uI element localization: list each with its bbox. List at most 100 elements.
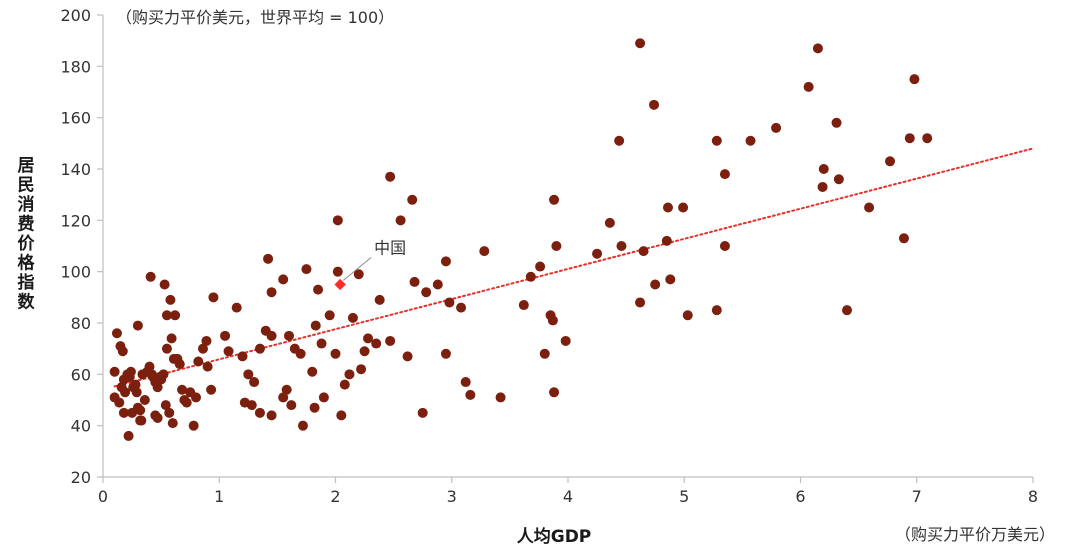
data-point [193, 356, 204, 367]
data-point [123, 430, 134, 441]
china-leader-line [342, 257, 372, 281]
data-point [440, 256, 451, 267]
y-tick-label: 120 [60, 211, 91, 230]
data-point [316, 338, 327, 349]
data-point [191, 392, 201, 403]
data-point [711, 135, 722, 146]
data-point [243, 369, 254, 380]
data-point [313, 284, 324, 295]
x-tick-label: 6 [795, 487, 805, 506]
y-tick-label: 100 [60, 263, 91, 282]
data-point [231, 302, 242, 313]
data-point [158, 369, 169, 380]
data-point [120, 387, 131, 398]
highlight-china: 中国 [334, 239, 406, 291]
data-point [161, 343, 172, 354]
x-tick-label: 3 [447, 487, 457, 506]
data-point [444, 297, 455, 308]
data-point [170, 310, 181, 321]
data-point [208, 292, 219, 303]
x-unit-note: （购买力平价万美元） [895, 525, 1055, 544]
data-point [347, 312, 358, 323]
data-point [662, 202, 673, 213]
data-point [223, 346, 234, 357]
data-point [266, 410, 277, 421]
data-point [339, 379, 350, 390]
data-point [465, 389, 476, 400]
data-point [417, 407, 428, 418]
data-point [650, 279, 661, 290]
data-point [842, 305, 852, 316]
data-point [278, 392, 289, 403]
data-point [135, 415, 146, 426]
y-tick-label: 80 [71, 314, 91, 333]
data-point [661, 235, 672, 246]
data-point [301, 264, 312, 275]
data-point [898, 233, 909, 244]
data-point [719, 241, 730, 251]
data-point [118, 407, 129, 418]
y-tick-label: 160 [60, 109, 91, 128]
data-point [359, 346, 370, 357]
data-point [167, 418, 178, 429]
data-point [460, 377, 471, 388]
data-point [385, 335, 396, 346]
data-point [220, 330, 231, 341]
data-point [206, 384, 217, 395]
data-point [144, 361, 155, 372]
y-tick-label: 180 [60, 57, 91, 76]
data-point [131, 387, 142, 398]
data-point [177, 384, 188, 395]
data-point [711, 305, 722, 316]
data-point [665, 274, 676, 285]
data-point [188, 420, 199, 431]
data-point [165, 294, 176, 305]
data-point [281, 384, 292, 395]
data-point [549, 387, 560, 398]
y-tick-label: 200 [60, 6, 91, 25]
data-point [254, 343, 265, 354]
x-tick-label: 0 [98, 487, 108, 506]
data-point [551, 241, 562, 251]
data-point [344, 369, 355, 380]
data-point [812, 43, 823, 54]
data-point [132, 320, 143, 331]
data-point [682, 310, 693, 321]
data-point [336, 410, 347, 421]
data-point [547, 315, 558, 326]
data-point [518, 300, 529, 311]
x-tick-label: 4 [563, 487, 573, 506]
data-point [318, 392, 329, 403]
data-point [395, 215, 406, 226]
data-point [922, 133, 933, 144]
data-point [407, 194, 418, 205]
data-point [353, 269, 364, 280]
y-unit-note: （购买力平价美元，世界平均 = 100） [116, 8, 394, 27]
data-point [332, 215, 343, 226]
data-point [324, 310, 335, 321]
axes [102, 15, 1033, 478]
data-point [409, 276, 420, 287]
china-marker [334, 278, 346, 291]
data-point [817, 181, 828, 192]
data-point [332, 266, 343, 277]
data-point [402, 351, 413, 362]
data-point [166, 333, 177, 344]
data-point [249, 377, 260, 388]
y-tick-label: 140 [60, 160, 91, 179]
y-tick-label: 20 [71, 468, 91, 487]
data-point [818, 164, 829, 174]
data-point [239, 397, 250, 408]
data-point [202, 361, 213, 372]
data-point [125, 366, 136, 377]
data-point [109, 366, 120, 377]
data-point [310, 320, 321, 331]
data-point [161, 310, 172, 321]
data-point [678, 202, 689, 213]
data-point [114, 397, 125, 408]
data-point [904, 133, 915, 144]
data-point [635, 297, 646, 308]
data-point [535, 261, 546, 272]
data-point [385, 171, 396, 182]
